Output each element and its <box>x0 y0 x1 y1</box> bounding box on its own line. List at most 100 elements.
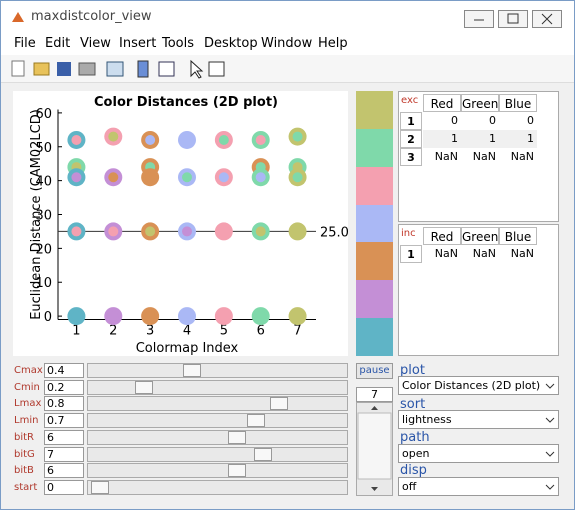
y-tick-label: 40 <box>35 175 52 190</box>
point-inner <box>145 311 156 322</box>
control-slider[interactable] <box>87 479 348 495</box>
slider-thumb[interactable] <box>183 364 201 377</box>
close-button[interactable] <box>532 10 562 28</box>
swatch <box>356 318 393 356</box>
index-field[interactable]: 7 <box>356 387 393 402</box>
slider-thumb[interactable] <box>247 414 265 428</box>
menu-item[interactable]: Desktop <box>204 36 258 51</box>
y-tick-label: 20 <box>35 242 52 257</box>
control-slider[interactable] <box>87 446 348 462</box>
control-label: start <box>14 481 38 493</box>
inc-table[interactable]: inc Red Green Blue 1 NaN NaN NaN <box>398 224 559 356</box>
table-cell: NaN <box>499 148 537 166</box>
vertical-slider[interactable] <box>356 402 393 496</box>
slider-thumb[interactable] <box>270 397 288 411</box>
control-field[interactable]: 0 <box>44 479 84 495</box>
toolbar-icons[interactable] <box>1 55 241 83</box>
y-tick-label: 10 <box>35 276 52 291</box>
dropdown[interactable]: open <box>398 444 559 463</box>
option-label: path <box>400 430 430 445</box>
control-slider[interactable] <box>87 413 348 429</box>
control-slider[interactable] <box>87 429 348 445</box>
control-field[interactable]: 0.8 <box>44 396 84 412</box>
plot-panel: Color Distances (2D plot) Euclidean Dista… <box>13 91 357 356</box>
slider-thumb[interactable] <box>91 480 109 494</box>
control-label: Lmax <box>14 398 42 410</box>
chart: Color Distances (2D plot) Euclidean Dista… <box>29 95 357 356</box>
point-inner <box>71 134 82 145</box>
y-tick-label: 60 <box>35 107 52 122</box>
point-inner <box>292 172 303 183</box>
table-cell: 1 <box>423 130 461 148</box>
menu-item[interactable]: Window <box>261 36 313 51</box>
table-cell: 1 <box>461 130 499 148</box>
point-inner <box>255 172 266 183</box>
menu-item[interactable]: Tools <box>162 36 195 51</box>
app-icon <box>12 12 24 22</box>
point-inner <box>108 311 119 322</box>
control-slider[interactable] <box>87 396 348 412</box>
point-inner <box>292 311 303 322</box>
point-inner <box>71 172 82 183</box>
slider-thumb[interactable] <box>228 464 246 478</box>
swatch <box>356 128 393 167</box>
control-field[interactable]: 0.7 <box>44 413 84 429</box>
control-label: Cmin <box>14 381 40 393</box>
x-tick-label: 6 <box>257 324 265 339</box>
column-header: Green <box>461 227 499 245</box>
control-field[interactable]: 0.2 <box>44 379 84 395</box>
point-inner <box>182 134 192 145</box>
minimize-button[interactable] <box>464 10 494 28</box>
row-header: 1 <box>400 112 422 130</box>
point-inner <box>218 172 229 183</box>
x-tick-label: 1 <box>72 324 80 339</box>
pause-button[interactable]: pause <box>356 363 393 379</box>
point-inner <box>145 172 156 183</box>
dropdown-arrow <box>545 417 555 423</box>
control-slider[interactable] <box>87 463 348 479</box>
y-tick-label: 30 <box>35 209 52 224</box>
control-field[interactable]: 6 <box>44 429 84 445</box>
table-cell: NaN <box>461 148 499 166</box>
dropdown-arrow <box>545 484 555 490</box>
control-slider[interactable] <box>87 363 348 378</box>
window-title: maxdistcolor_view <box>31 9 152 24</box>
menu-item[interactable]: File <box>14 36 36 51</box>
point-inner <box>255 226 266 237</box>
dropdown[interactable]: Color Distances (2D plot) <box>398 376 559 395</box>
dropdown[interactable]: off <box>398 477 559 496</box>
x-tick-label: 7 <box>293 324 301 339</box>
control-slider[interactable] <box>87 379 348 395</box>
control-field[interactable]: 0.4 <box>44 363 84 378</box>
table-cell: NaN <box>423 245 461 263</box>
column-header: Blue <box>499 94 537 112</box>
menu-item[interactable]: Insert <box>119 36 157 51</box>
x-tick-label: 5 <box>220 324 228 339</box>
dropdown-arrow <box>545 451 555 457</box>
menu-item[interactable]: Edit <box>45 36 71 51</box>
point-inner <box>182 172 192 183</box>
title-bar: maxdistcolor_view <box>1 1 574 33</box>
swatch <box>356 242 393 281</box>
exc-table[interactable]: exc Red Green Blue 1 0 0 0 2 1 1 1 3 NaN NaN NaN <box>398 91 559 222</box>
point-inner <box>182 226 192 237</box>
chevron <box>545 383 555 389</box>
menu-item[interactable]: View <box>80 36 111 51</box>
table-cell: NaN <box>499 245 537 263</box>
slider-thumb[interactable] <box>135 380 153 394</box>
y-tick-label: 50 <box>35 141 52 156</box>
dropdown[interactable]: lightness <box>398 410 559 429</box>
point-inner <box>108 226 119 237</box>
menu-item[interactable]: Help <box>318 36 348 51</box>
slider-thumb[interactable] <box>254 447 272 461</box>
column-header: Red <box>423 227 461 245</box>
chevron <box>545 417 555 423</box>
control-field[interactable]: 6 <box>44 463 84 479</box>
swatch <box>356 91 393 129</box>
slider-thumb[interactable] <box>228 430 246 444</box>
swatch <box>356 166 393 205</box>
control-field[interactable]: 7 <box>44 446 84 462</box>
maximize-button[interactable] <box>498 10 528 28</box>
control-label: bitB <box>14 465 34 477</box>
